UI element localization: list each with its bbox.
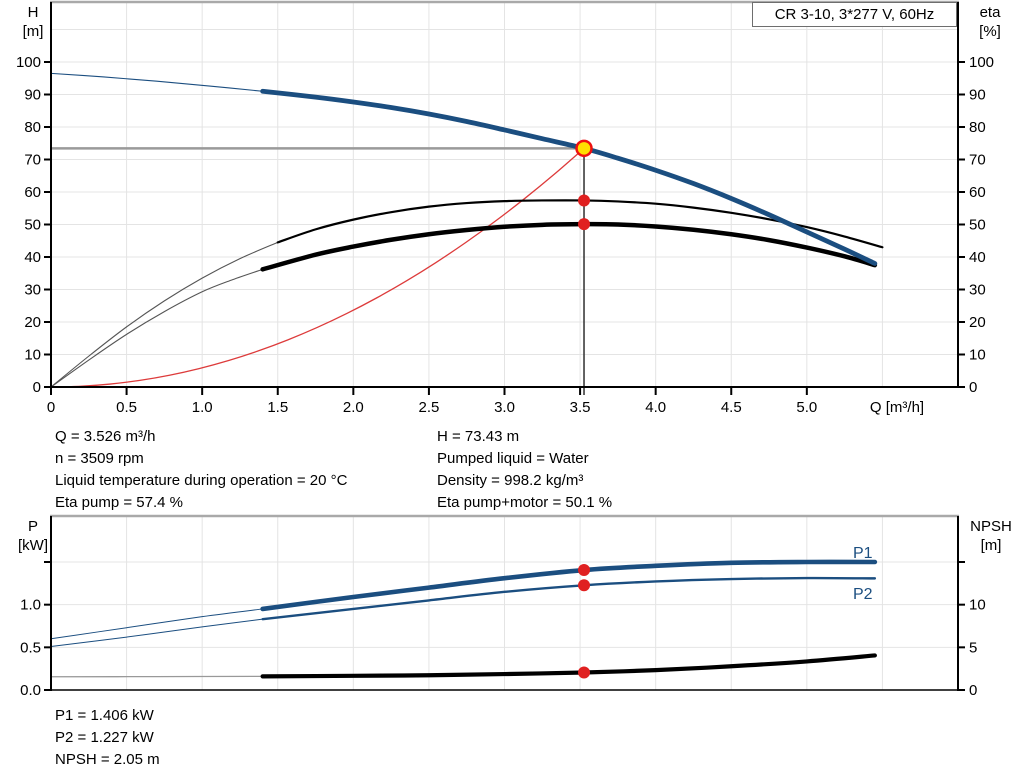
h-tick-label: 0	[33, 379, 41, 396]
q-tick-label: 3.0	[494, 399, 515, 416]
h-tick-label: 30	[24, 282, 41, 299]
q-tick-label: 3.5	[570, 399, 591, 416]
npsh-axis-title: NPSH [m]	[962, 517, 1020, 555]
annot-p2: P2 = 1.227 kW	[55, 729, 154, 746]
affinity-parabola-curve	[50, 147, 585, 388]
eta-axis-title: eta [%]	[964, 3, 1016, 41]
eta-axis-title-line1: eta	[979, 4, 1001, 21]
h-tick-label: 100	[16, 54, 41, 71]
q-tick-label: 5.0	[796, 399, 817, 416]
q-tick-label: 4.0	[645, 399, 666, 416]
annot-head: H = 73.43 m	[437, 428, 520, 445]
q-tick-label: 2.5	[418, 399, 439, 416]
p-tick-label: 1.0	[20, 597, 41, 614]
q-tick-label: 1.5	[267, 399, 288, 416]
p1-curve-label: P1	[853, 545, 873, 562]
annot-eta-pump-motor: Eta pump+motor = 50.1 %	[437, 494, 613, 511]
H-curve	[260, 88, 878, 266]
eta-tick-label: 100	[969, 54, 994, 71]
eta-pump-motor-duty-dot	[578, 218, 591, 231]
p1-duty-dot	[578, 564, 591, 577]
eta-tick-label: 70	[969, 152, 986, 169]
npsh-duty-dot	[578, 666, 591, 679]
h-tick-label: 40	[24, 249, 41, 266]
P1-curve-thin	[50, 608, 264, 640]
power-info: P1 = 1.406 kW P2 = 1.227 kW NPSH = 2.05 …	[55, 705, 160, 771]
eta-tick-label: 0	[969, 379, 977, 396]
power-npsh-curves: P1 P2	[50, 545, 878, 679]
npsh-tick-label: 10	[969, 597, 986, 614]
npsh-tick-label: 0	[969, 682, 977, 699]
eta-tick-label: 80	[969, 119, 986, 136]
q-tick-label: 0.5	[116, 399, 137, 416]
eta-tick-label: 50	[969, 217, 986, 234]
eta-pump-curve-thin	[50, 241, 279, 388]
annot-eta-pump: Eta pump = 57.4 %	[55, 494, 183, 511]
p2-curve-label: P2	[853, 586, 873, 603]
annot-npsh: NPSH = 2.05 m	[55, 751, 160, 768]
h-tick-label: 80	[24, 119, 41, 136]
eta-pump-motor-curve-thin	[50, 268, 264, 388]
npsh-axis-title-line2: [m]	[980, 537, 1002, 554]
annot-density: Density = 998.2 kg/m³	[437, 472, 584, 489]
h-tick-label: 50	[24, 217, 41, 234]
eta-pump-motor-curve	[260, 221, 878, 272]
p-axis-title-line2: [kW]	[18, 537, 48, 554]
p-tick-label: 0.0	[20, 682, 41, 699]
q-tick-label: 0	[47, 399, 55, 416]
hq-chart-curves	[50, 72, 884, 388]
q-tick-label: 1.0	[192, 399, 213, 416]
duty-info-left: Q = 3.526 m³/h n = 3509 rpm Liquid tempe…	[55, 426, 347, 514]
duty-info-right: H = 73.43 m Pumped liquid = Water Densit…	[437, 426, 612, 514]
q-tick-label: 4.5	[721, 399, 742, 416]
eta-tick-label: 40	[969, 249, 986, 266]
grid-lines	[51, 2, 958, 690]
h-tick-label: 10	[24, 347, 41, 364]
h-tick-label: 20	[24, 314, 41, 331]
annot-pumped-liquid: Pumped liquid = Water	[437, 450, 589, 467]
pump-title-box: CR 3-10, 3*277 V, 60Hz	[752, 2, 957, 27]
eta-pump-duty-dot	[578, 194, 591, 207]
eta-axis-title-line2: [%]	[979, 23, 1001, 40]
eta-tick-label: 90	[969, 87, 986, 104]
npsh-tick-label: 5	[969, 639, 977, 656]
h-axis-title-line2: [m]	[22, 23, 44, 40]
tick-marks-and-labels: 0102030405060708090100010203040506070809…	[16, 54, 994, 699]
h-tick-label: 70	[24, 152, 41, 169]
h-tick-label: 90	[24, 87, 41, 104]
npsh-axis-title-line1: NPSH	[970, 518, 1012, 535]
q-axis-unit-label: Q [m³/h]	[870, 399, 924, 416]
p-axis-title-line1: P	[27, 518, 38, 535]
p-axis-title: P [kW]	[6, 517, 60, 555]
pump-title-text: CR 3-10, 3*277 V, 60Hz	[774, 6, 935, 23]
annot-p1: P1 = 1.406 kW	[55, 707, 154, 724]
duty-guide-lines	[51, 147, 585, 395]
p2-duty-dot	[578, 579, 591, 592]
q-tick-label: 2.0	[343, 399, 364, 416]
eta-tick-label: 20	[969, 314, 986, 331]
p-tick-label: 0.5	[20, 639, 41, 656]
h-axis-title: H [m]	[6, 3, 60, 41]
NPSH-curve	[260, 653, 877, 679]
annot-liquid-temp: Liquid temperature during operation = 20…	[55, 472, 348, 489]
annot-speed: n = 3509 rpm	[55, 450, 144, 467]
h-axis-title-line1: H	[27, 4, 39, 21]
duty-point-marker[interactable]	[575, 139, 593, 158]
H-curve-thin	[50, 72, 264, 92]
h-tick-label: 60	[24, 184, 41, 201]
affinity-parabola	[50, 147, 585, 388]
duty-point-markers	[575, 139, 593, 679]
eta-tick-label: 10	[969, 347, 986, 364]
P2-curve-thin	[50, 618, 264, 647]
eta-tick-label: 60	[969, 184, 986, 201]
eta-tick-label: 30	[969, 282, 986, 299]
annot-flow: Q = 3.526 m³/h	[55, 428, 156, 445]
